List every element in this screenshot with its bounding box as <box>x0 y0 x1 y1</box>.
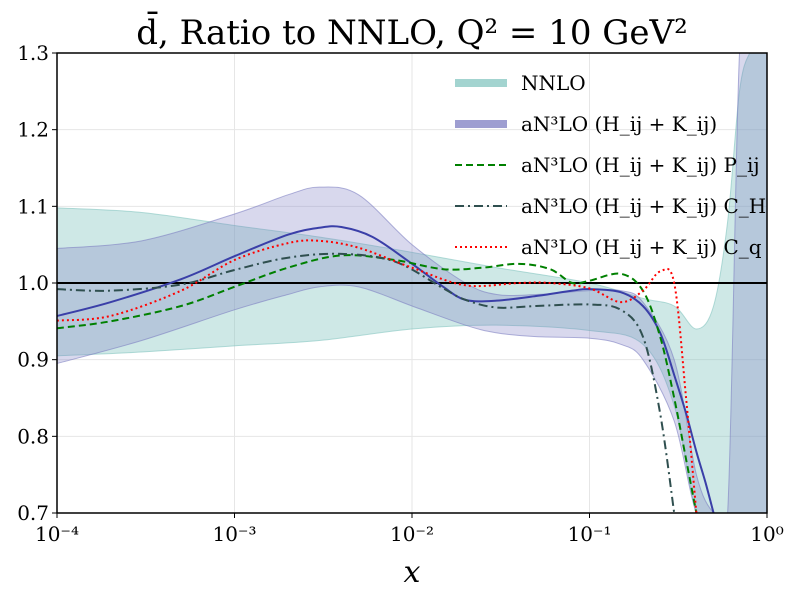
y-tick-label: 0.8 <box>17 424 49 448</box>
y-tick-label: 1.3 <box>17 41 49 65</box>
legend-label: aN³LO (H_ij + K_ij) P_ij <box>521 153 760 177</box>
y-tick-label: 1.0 <box>17 271 49 295</box>
y-tick-label: 1.1 <box>17 194 49 218</box>
y-tick-label: 0.7 <box>17 501 49 525</box>
tick-layer: 10⁻⁴ 10⁻³ 10⁻² 10⁻¹ 10⁰ 0.7 0.8 0.9 1.0 1.1 1.2 1.3 <box>17 41 784 546</box>
x-tick-label: 10⁰ <box>750 522 783 546</box>
plot-layer <box>57 53 767 513</box>
legend-label: aN³LO (H_ij + K_ij) C_H <box>521 194 766 218</box>
series-an3lo-cq <box>57 239 698 513</box>
legend: NNLO aN³LO (H_ij + K_ij) aN³LO (H_ij + K_i… <box>455 71 766 259</box>
series-an3lo <box>57 225 715 513</box>
y-tick-label: 0.9 <box>17 348 49 372</box>
legend-label: NNLO <box>521 71 586 95</box>
x-tick-label: 10⁻⁴ <box>35 522 79 546</box>
series-an3lo-ch <box>57 252 676 513</box>
y-tick-label: 1.2 <box>17 118 49 142</box>
legend-label: aN³LO (H_ij + K_ij) <box>521 112 717 136</box>
x-tick-label: 10⁻² <box>390 522 434 546</box>
series-an3lo-pij <box>57 254 698 513</box>
chart-title: d̄, Ratio to NNLO, Q² = 10 GeV² <box>136 11 688 53</box>
x-tick-label: 10⁻³ <box>212 522 256 546</box>
x-tick-label: 10⁻¹ <box>567 522 611 546</box>
legend-label: aN³LO (H_ij + K_ij) C_q <box>521 235 762 259</box>
x-axis-label: x <box>404 555 421 590</box>
